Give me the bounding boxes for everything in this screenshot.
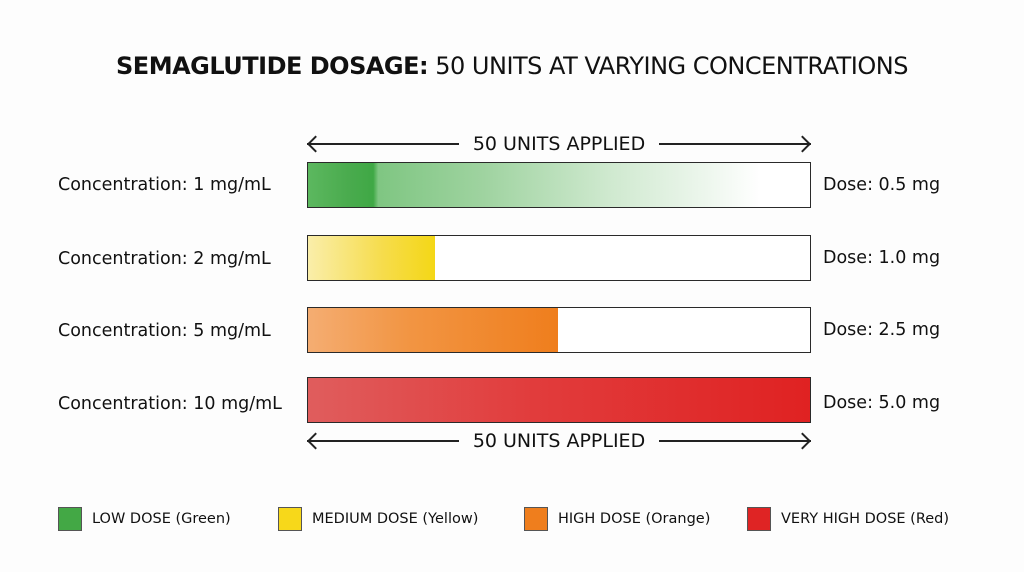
arrow-line-left (307, 440, 459, 442)
dose-value-3: Dose: 2.5 mg (823, 320, 941, 340)
dose-bar-4 (307, 377, 811, 423)
dose-bar-3 (307, 307, 811, 353)
arrow-line-right (659, 143, 812, 145)
legend-item-very-high: VERY HIGH DOSE (Red) (747, 507, 949, 531)
dose-value-4: Dose: 5.0 mg (823, 393, 941, 413)
legend-swatch-green (58, 507, 82, 531)
legend-item-high: HIGH DOSE (Orange) (524, 507, 710, 531)
concentration-label-4: Concentration: 10 mg/mL (58, 394, 282, 414)
units-applied-label-top: 50 UNITS APPLIED (472, 133, 646, 155)
legend-label: HIGH DOSE (Orange) (558, 511, 711, 527)
legend-swatch-red (747, 507, 771, 531)
legend-swatch-orange (524, 507, 548, 531)
legend-item-low: LOW DOSE (Green) (58, 507, 231, 531)
arrow-line-right (659, 440, 812, 442)
dose-fill-2 (308, 236, 435, 280)
units-applied-label-bottom: 50 UNITS APPLIED (472, 430, 646, 452)
units-span-top: 50 UNITS APPLIED (307, 132, 812, 156)
chart-title-rest: 50 UNITS AT VARYING CONCENTRATIONS (428, 52, 908, 80)
arrow-line-left (307, 143, 459, 145)
concentration-label-2: Concentration: 2 mg/mL (58, 249, 271, 269)
chart-title: SEMAGLUTIDE DOSAGE: 50 UNITS AT VARYING … (0, 52, 1024, 80)
concentration-label-1: Concentration: 1 mg/mL (58, 175, 271, 195)
dose-fill-4 (308, 378, 810, 422)
dose-fill-3 (308, 308, 558, 352)
legend-swatch-yellow (278, 507, 302, 531)
chart-title-bold: SEMAGLUTIDE DOSAGE: (116, 52, 429, 80)
concentration-label-3: Concentration: 5 mg/mL (58, 321, 271, 341)
legend-label: MEDIUM DOSE (Yellow) (312, 511, 479, 527)
dose-value-2: Dose: 1.0 mg (823, 248, 941, 268)
dose-bar-2 (307, 235, 811, 281)
dose-value-1: Dose: 0.5 mg (823, 175, 941, 195)
dose-fill-1 (308, 163, 810, 207)
legend-label: VERY HIGH DOSE (Red) (781, 511, 950, 527)
units-span-bottom: 50 UNITS APPLIED (307, 429, 812, 453)
dose-bar-1 (307, 162, 811, 208)
legend-label: LOW DOSE (Green) (92, 511, 231, 527)
legend-item-medium: MEDIUM DOSE (Yellow) (278, 507, 478, 531)
